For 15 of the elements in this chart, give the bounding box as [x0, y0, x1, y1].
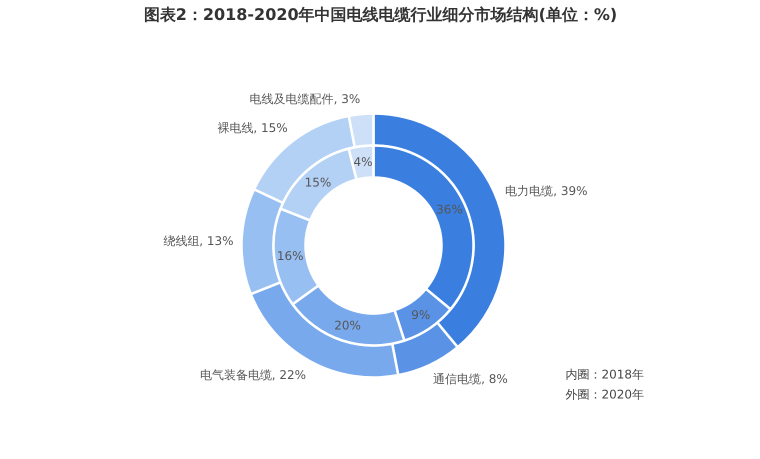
slice-label: 电气装备电缆, 22% [200, 368, 306, 382]
data-label: 20% [334, 318, 361, 332]
data-label: 16% [276, 249, 304, 264]
chart-title: 图表2：2018-2020年中国电线电缆行业细分市场结构(单位：%) [144, 5, 618, 24]
data-label: 15% [304, 175, 332, 190]
text: 内圈：2018年 [566, 368, 644, 382]
slice-label: 电线及电缆配件, 3% [250, 92, 360, 106]
slice-label: 通信电缆, 8% [433, 372, 508, 386]
text: 外圈：2020年 [566, 388, 644, 402]
data-label: 9% [411, 308, 430, 322]
data-label: 36% [436, 202, 463, 217]
slice-label: 裸电线, 15% [217, 120, 288, 135]
slice-label: 绕线组, 13% [163, 234, 234, 248]
data-label: 4% [353, 155, 372, 170]
slice-label: 电力电缆, 39% [505, 184, 588, 198]
